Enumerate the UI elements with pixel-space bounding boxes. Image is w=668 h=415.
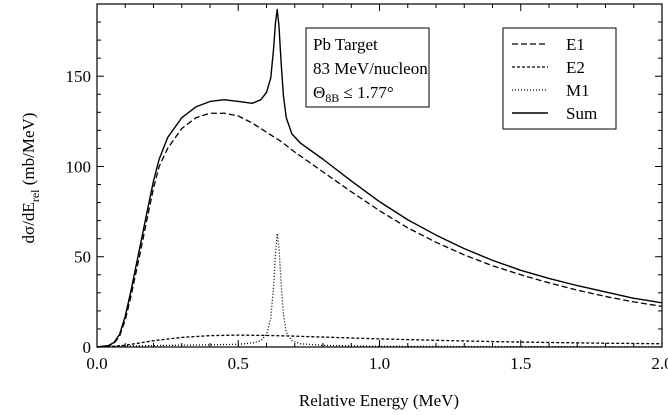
y-axis-title-tail: (mb/MeV) [19, 113, 38, 190]
series-line-e2 [96, 334, 663, 348]
y-axis-title-main: dσ/dE [19, 202, 38, 243]
legend-frame [502, 27, 617, 130]
legend: E1 E2 M1 Sum [502, 27, 617, 130]
y-tick-label: 50 [74, 248, 91, 267]
annotation-angle-sub: 8B [325, 91, 339, 105]
legend-label-e2: E2 [566, 58, 585, 77]
legend-label-e1: E1 [566, 35, 585, 54]
annotation-angle-rest: ≤ 1.77° [339, 83, 393, 102]
x-tick-label: 0.0 [86, 354, 107, 373]
y-tick-label: 100 [66, 157, 92, 176]
x-axis-title: Relative Energy (MeV) [299, 391, 459, 410]
x-tick-label: 2.0 [651, 354, 668, 373]
annotation-energy: 83 MeV/nucleon [313, 59, 428, 78]
y-tick-label: 0 [83, 338, 92, 357]
ticks-layer: 0.0 0.5 1.0 1.5 2.0 0 50 100 150 [66, 4, 668, 373]
annotation-angle-theta: Θ [313, 83, 325, 102]
annotation-frame [305, 27, 430, 108]
y-axis-title: dσ/dErel (mb/MeV) [19, 113, 42, 244]
legend-label-m1: M1 [566, 81, 590, 100]
x-tick-label: 1.0 [369, 354, 390, 373]
x-tick-label: 0.5 [228, 354, 249, 373]
annotation-target: Pb Target [313, 35, 378, 54]
annotation-angle: Θ8B ≤ 1.77° [313, 83, 394, 105]
legend-label-sum: Sum [566, 104, 597, 123]
x-tick-label: 1.5 [510, 354, 531, 373]
series-layer [96, 8, 663, 348]
series-line-sum [96, 8, 663, 348]
y-axis-title-sub: rel [28, 189, 42, 202]
y-tick-label: 150 [66, 67, 92, 86]
series-line-e1 [96, 112, 663, 348]
annotation-box: Pb Target 83 MeV/nucleon Θ8B ≤ 1.77° [305, 27, 430, 108]
